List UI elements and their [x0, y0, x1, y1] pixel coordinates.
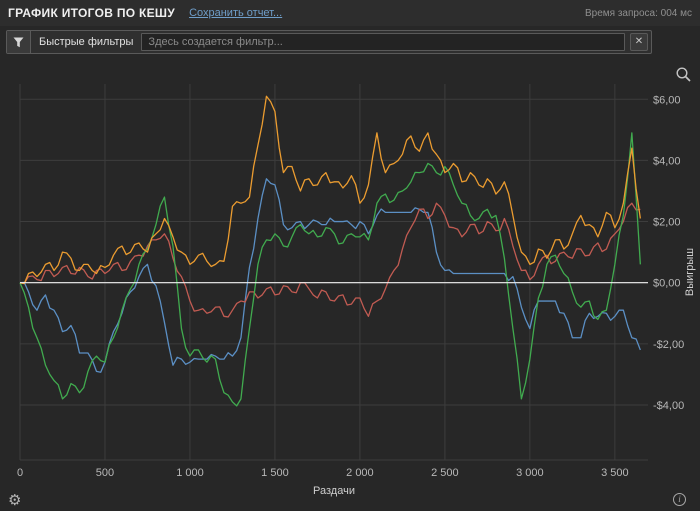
app-window: ГРАФИК ИТОГОВ ПО КЕШУ Сохранить отчет...…	[0, 0, 700, 511]
funnel-icon	[13, 37, 24, 48]
close-icon: ✕	[635, 37, 643, 47]
query-time-label: Время запроса: 004 мс	[585, 8, 692, 19]
save-report-link[interactable]: Сохранить отчет...	[189, 7, 282, 19]
settings-gear-button[interactable]: ⚙	[8, 493, 21, 508]
clear-filter-button[interactable]: ✕	[630, 33, 648, 51]
svg-text:$2,00: $2,00	[653, 217, 681, 229]
filter-input[interactable]	[141, 33, 625, 51]
svg-text:Выигрыш: Выигрыш	[684, 248, 696, 296]
chart-region: $6,00 $4,00 $2,00 $0,00 -$2,00 -$4,00 0 500 1 00…	[0, 56, 700, 511]
filter-funnel-button[interactable]	[7, 31, 31, 53]
info-button[interactable]: i	[673, 490, 686, 506]
svg-text:Раздачи: Раздачи	[313, 485, 355, 497]
results-graph[interactable]: $6,00 $4,00 $2,00 $0,00 -$2,00 -$4,00 0 500 1 00…	[0, 56, 700, 511]
svg-text:2 000: 2 000	[346, 467, 374, 479]
svg-text:1 500: 1 500	[261, 467, 289, 479]
svg-text:-$4,00: -$4,00	[653, 400, 684, 412]
zoom-button[interactable]	[674, 66, 692, 84]
header: ГРАФИК ИТОГОВ ПО КЕШУ Сохранить отчет...…	[0, 0, 700, 26]
gear-icon: ⚙	[8, 492, 21, 509]
svg-text:2 500: 2 500	[431, 467, 459, 479]
svg-text:0: 0	[17, 467, 23, 479]
svg-text:$0,00: $0,00	[653, 278, 681, 290]
svg-text:-$2,00: -$2,00	[653, 339, 684, 351]
svg-text:3 500: 3 500	[601, 467, 629, 479]
quick-filter-bar: Быстрые фильтры ✕	[6, 30, 652, 54]
info-icon: i	[673, 493, 686, 506]
svg-text:500: 500	[96, 467, 114, 479]
magnifier-icon	[675, 66, 692, 83]
svg-text:3 000: 3 000	[516, 467, 544, 479]
svg-text:$4,00: $4,00	[653, 155, 681, 167]
svg-text:$6,00: $6,00	[653, 94, 681, 106]
quick-filters-label: Быстрые фильтры	[31, 36, 141, 48]
svg-text:1 000: 1 000	[176, 467, 204, 479]
page-title: ГРАФИК ИТОГОВ ПО КЕШУ	[8, 6, 175, 20]
